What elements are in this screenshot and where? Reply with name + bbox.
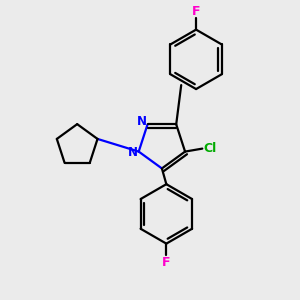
Text: F: F bbox=[192, 5, 200, 18]
Text: F: F bbox=[162, 256, 171, 268]
Text: N: N bbox=[137, 116, 147, 128]
Text: N: N bbox=[128, 146, 138, 159]
Text: Cl: Cl bbox=[204, 142, 217, 155]
